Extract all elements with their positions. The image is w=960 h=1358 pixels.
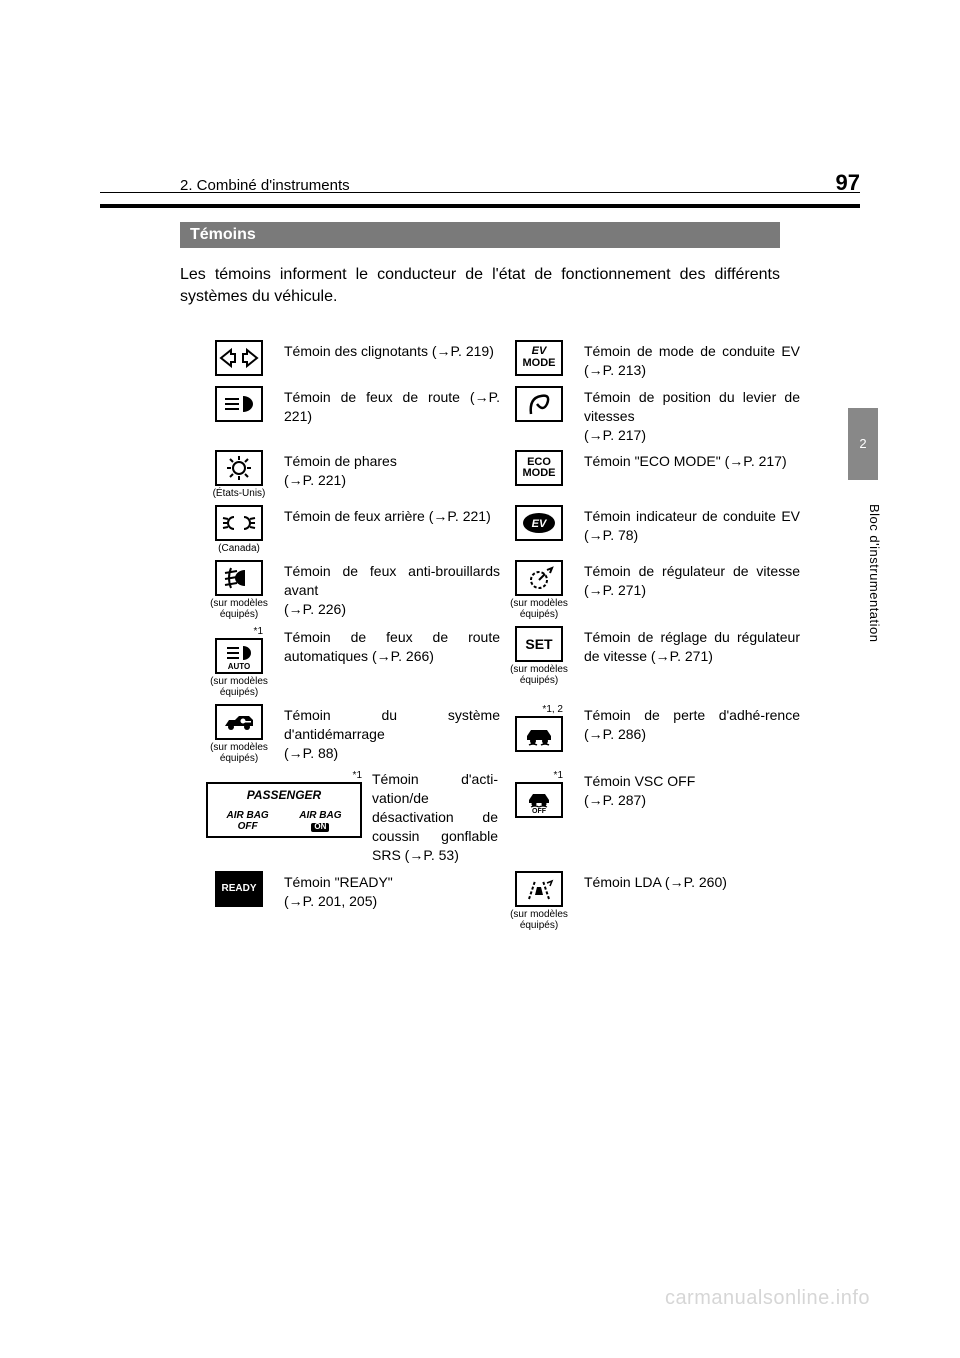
icon-sublabel: (sur modèleséquipés) [210, 598, 268, 620]
indicator-desc: Témoin de position du levier de vitesses… [578, 386, 800, 445]
indicator-ev-drive: EV Témoin indicateur de conduite EV (→P.… [500, 505, 800, 545]
tail-light-icon [215, 505, 263, 541]
watermark: carmanualsonline.info [665, 1287, 870, 1310]
ev-mode-icon: EVMODE [515, 340, 563, 376]
airbag-icon: PASSENGER AIR BAGOFF AIR BAGON [206, 782, 362, 838]
shift-position-icon [515, 386, 563, 422]
indicator-ev-mode: EVMODE Témoin de mode de conduite EV (→P… [500, 340, 800, 380]
indicator-desc: Témoin "READY"(→P. 201, 205) [278, 871, 500, 911]
indicator-desc: Témoin d'acti-vation/de désactivation de… [368, 770, 498, 864]
indicator-desc: Témoin "ECO MODE" (→P. 217) [578, 450, 800, 471]
indicator-lda: (sur modèleséquipés) Témoin LDA (→P. 260… [500, 871, 800, 931]
eco-mode-icon-top: ECO [527, 456, 551, 468]
airbag-left-top: AIR BAG [226, 810, 268, 821]
indicator-headlamp: (États-Unis) Témoin de phares(→P. 221) [200, 450, 500, 499]
icon-sublabel: (sur modèleséquipés) [210, 676, 268, 698]
slip-icon [515, 716, 563, 752]
turn-signal-icon [215, 340, 263, 376]
table-row: (Canada) Témoin de feux arrière (→P. 221… [200, 505, 800, 554]
eco-mode-icon-bot: MODE [523, 467, 556, 479]
side-tab-label: Bloc d'instrumentation [867, 504, 882, 643]
icon-sublabel: (sur modèleséquipés) [510, 664, 568, 686]
immobilizer-icon [215, 704, 263, 740]
indicator-desc: Témoin des clignotants (→P. 219) [278, 340, 500, 361]
icon-superscript: *1 [206, 770, 362, 781]
ev-drive-icon: EV [515, 505, 563, 541]
side-tab-number: 2 [848, 408, 878, 451]
indicator-eco-mode: ECOMODE Témoin "ECO MODE" (→P. 217) [500, 450, 800, 486]
svg-text:OFF: OFF [532, 808, 547, 814]
svg-text:EV: EV [532, 518, 548, 530]
airbag-left-bot: OFF [238, 821, 258, 832]
table-row: (sur modèleséquipés) Témoin du système d… [200, 704, 800, 764]
set-icon-text: SET [525, 637, 552, 652]
cruise-set-icon: SET [515, 626, 563, 662]
indicator-cruise-set: SET (sur modèleséquipés) Témoin de régla… [500, 626, 800, 686]
table-row: Témoin de feux de route (→P. 221) Témoin… [200, 386, 800, 445]
airbag-passenger-label: PASSENGER [214, 788, 354, 802]
ev-mode-icon-top: EV [532, 345, 547, 357]
side-tab: 2 [848, 408, 878, 480]
indicator-desc: Témoin de mode de conduite EV (→P. 213) [578, 340, 800, 380]
icon-sublabel: (sur modèleséquipés) [510, 598, 568, 620]
indicator-immobilizer: (sur modèleséquipés) Témoin du système d… [200, 704, 500, 764]
indicator-desc: Témoin VSC OFF(→P. 287) [578, 770, 800, 810]
table-row: Témoin des clignotants (→P. 219) EVMODE … [200, 340, 800, 380]
indicator-cruise-control: (sur modèleséquipés) Témoin de régulateu… [500, 560, 800, 620]
indicator-desc: Témoin de feux arrière (→P. 221) [278, 505, 500, 526]
header-rule-thin [100, 192, 860, 193]
table-row: READY Témoin "READY"(→P. 201, 205) (sur … [200, 871, 800, 931]
indicator-desc: Témoin de régulateur de vitesse (→P. 271… [578, 560, 800, 600]
icon-sublabel: (sur modèleséquipés) [510, 909, 568, 931]
section-intro: Les témoins informent le conducteur de l… [180, 264, 780, 309]
indicator-desc: Témoin LDA (→P. 260) [578, 871, 800, 892]
high-beam-icon [215, 386, 263, 422]
table-row: *1 PASSENGER AIR BAGOFF AIR BAGON Témoin… [200, 770, 800, 864]
indicator-desc: Témoin du système d'antidémarrage(→P. 88… [278, 704, 500, 763]
indicator-desc: Témoin indicateur de conduite EV (→P. 78… [578, 505, 800, 545]
header-rule-thick [100, 204, 860, 208]
svg-text:AUTO: AUTO [228, 662, 251, 670]
indicator-slip: *1, 2 Témoin de perte d'adhé-rence (→P. … [500, 704, 800, 752]
indicator-airbag: *1 PASSENGER AIR BAGOFF AIR BAGON Témoin… [200, 770, 500, 864]
table-row: (sur modèleséquipés) Témoin de feux anti… [200, 560, 800, 620]
indicator-desc: Témoin de réglage du régulateur de vites… [578, 626, 800, 666]
indicator-high-beam: Témoin de feux de route (→P. 221) [200, 386, 500, 426]
icon-superscript: *1 [215, 626, 263, 637]
indicator-front-fog: (sur modèleséquipés) Témoin de feux anti… [200, 560, 500, 620]
airbag-on-badge: ON [311, 823, 329, 832]
icon-sublabel: (sur modèleséquipés) [210, 742, 268, 764]
auto-high-beam-icon: AUTO [215, 638, 263, 674]
indicator-vsc-off: *1 OFF Témoin VSC OFF(→P. 287) [500, 770, 800, 818]
indicator-tail-light: (Canada) Témoin de feux arrière (→P. 221… [200, 505, 500, 554]
indicator-desc: Témoin de perte d'adhé-rence (→P. 286) [578, 704, 800, 744]
cruise-control-icon [515, 560, 563, 596]
indicator-ready: READY Témoin "READY"(→P. 201, 205) [200, 871, 500, 911]
indicator-grid: Témoin des clignotants (→P. 219) EVMODE … [200, 340, 800, 937]
ready-icon-text: READY [221, 884, 256, 895]
icon-sublabel: (États-Unis) [213, 488, 266, 499]
indicator-turn-signals: Témoin des clignotants (→P. 219) [200, 340, 500, 376]
section-heading: Témoins [180, 222, 780, 248]
front-fog-icon [215, 560, 263, 596]
indicator-desc: Témoin de feux anti-brouillards avant(→P… [278, 560, 500, 619]
indicator-shift-position: Témoin de position du levier de vitesses… [500, 386, 800, 445]
icon-superscript: *1, 2 [515, 704, 563, 715]
icon-sublabel: (Canada) [218, 543, 260, 554]
indicator-desc: Témoin de feux de route automatiques (→P… [278, 626, 500, 666]
lda-icon [515, 871, 563, 907]
ev-mode-icon-bot: MODE [523, 357, 556, 369]
eco-mode-icon: ECOMODE [515, 450, 563, 486]
ready-icon: READY [215, 871, 263, 907]
section-title: Témoins [190, 226, 256, 243]
indicator-auto-high-beam: *1 AUTO (sur modèleséquipés) Témoin de f… [200, 626, 500, 698]
vsc-off-icon: OFF [515, 782, 563, 818]
indicator-desc: Témoin de feux de route (→P. 221) [278, 386, 500, 426]
table-row: (États-Unis) Témoin de phares(→P. 221) E… [200, 450, 800, 499]
table-row: *1 AUTO (sur modèleséquipés) Témoin de f… [200, 626, 800, 698]
headlamp-icon [215, 450, 263, 486]
icon-superscript: *1 [515, 770, 563, 781]
indicator-desc: Témoin de phares(→P. 221) [278, 450, 500, 490]
airbag-right-top: AIR BAG [299, 810, 341, 821]
